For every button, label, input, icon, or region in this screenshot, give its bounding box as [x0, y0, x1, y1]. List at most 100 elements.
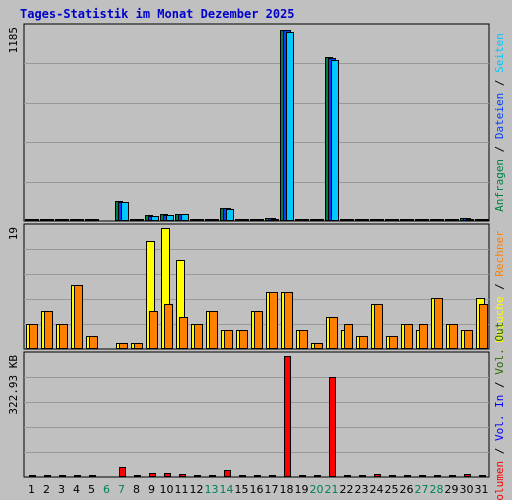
bar-seiten-day-16 — [256, 219, 264, 221]
bar-rechner-day-9 — [149, 311, 158, 349]
x-tick-label-day-22: 22 — [340, 483, 354, 496]
x-tick-label-day-2: 2 — [43, 483, 50, 496]
bar-seiten-day-25 — [391, 219, 399, 221]
bar-rechner-day-7 — [119, 343, 128, 349]
bar-rechner-day-25 — [389, 336, 398, 349]
x-tick-label-day-21: 21 — [325, 483, 339, 496]
x-tick-label-day-31: 31 — [475, 483, 489, 496]
bar-rechner-day-2 — [44, 311, 53, 349]
x-tick-label-day-29: 29 — [445, 483, 459, 496]
bar-rechner-day-20 — [314, 343, 323, 349]
panel-legend: Besuche / Rechner — [493, 230, 506, 343]
x-tick-label-day-30: 30 — [460, 483, 474, 496]
bar-volumen-day-10 — [164, 473, 171, 477]
bar-seiten-day-17 — [271, 219, 279, 221]
legend-separator: / — [493, 441, 506, 461]
bar-volumen-day-12 — [194, 475, 201, 477]
x-tick-label-day-26: 26 — [400, 483, 414, 496]
bar-seiten-day-12 — [196, 219, 204, 221]
bar-volumen-day-29 — [449, 475, 456, 477]
bar-seiten-day-18 — [286, 32, 294, 221]
bar-volumen-day-7 — [119, 467, 126, 477]
bar-volumen-day-14 — [224, 470, 231, 477]
bar-seiten-day-28 — [436, 219, 444, 221]
bar-volumen-day-24 — [374, 474, 381, 477]
panel-legend: Volumen / Vol. In / Vol. Out — [493, 322, 506, 500]
bar-seiten-day-7 — [121, 202, 129, 221]
legend-item: Volumen — [493, 461, 506, 500]
bar-volumen-day-20 — [314, 475, 321, 477]
bar-volumen-day-4 — [74, 475, 81, 477]
y-max-label: 1185 — [7, 27, 20, 54]
bar-seiten-day-4 — [76, 219, 84, 221]
bar-volumen-day-21 — [329, 377, 336, 477]
x-tick-label-day-15: 15 — [235, 483, 249, 496]
bar-rechner-day-13 — [209, 311, 218, 349]
x-tick-label-day-10: 10 — [160, 483, 174, 496]
bar-seiten-day-19 — [301, 219, 309, 221]
bar-volumen-day-25 — [389, 475, 396, 477]
x-tick-label-day-20: 20 — [310, 483, 324, 496]
bar-seiten-day-5 — [91, 219, 99, 221]
bar-volumen-day-5 — [89, 475, 96, 477]
x-tick-label-day-6: 6 — [103, 483, 110, 496]
x-tick-label-day-8: 8 — [133, 483, 140, 496]
bar-rechner-day-21 — [329, 317, 338, 349]
legend-item: Vol. Out — [493, 322, 506, 375]
y-max-label: 322.93 KB — [7, 355, 20, 415]
chart-title: Tages-Statistik im Monat Dezember 2025 — [20, 7, 295, 21]
bar-seiten-day-21 — [331, 60, 339, 221]
bar-seiten-day-9 — [151, 216, 159, 221]
bar-volumen-day-1 — [29, 475, 36, 477]
bar-rechner-day-10 — [164, 304, 173, 349]
x-tick-label-day-27: 27 — [415, 483, 429, 496]
legend-separator: / — [493, 73, 506, 93]
bar-rechner-day-18 — [284, 292, 293, 349]
bar-seiten-day-26 — [406, 219, 414, 221]
x-tick-label-day-24: 24 — [370, 483, 384, 496]
bar-volumen-day-22 — [344, 475, 351, 477]
bar-volumen-day-19 — [299, 475, 306, 477]
x-tick-label-day-19: 19 — [295, 483, 309, 496]
bar-rechner-day-8 — [134, 343, 143, 349]
legend-item: Dateien — [493, 93, 506, 139]
bar-volumen-day-11 — [179, 474, 186, 477]
bar-rechner-day-28 — [434, 298, 443, 349]
bar-volumen-day-2 — [44, 475, 51, 477]
panel-frame — [23, 23, 490, 222]
bar-seiten-day-27 — [421, 219, 429, 221]
bar-volumen-day-30 — [464, 474, 471, 477]
bar-rechner-day-26 — [404, 324, 413, 349]
bar-rechner-day-30 — [464, 330, 473, 349]
x-tick-label-day-11: 11 — [175, 483, 189, 496]
bar-rechner-day-15 — [239, 330, 248, 349]
panel-volume: 322.93 KB Volumen / Vol. In / Vol. Out — [7, 322, 506, 500]
legend-separator: / — [493, 139, 506, 159]
bar-seiten-day-3 — [61, 219, 69, 221]
legend-item: Seiten — [493, 33, 506, 73]
y-max-label: 19 — [7, 227, 20, 240]
x-tick-label-day-23: 23 — [355, 483, 369, 496]
bar-rechner-day-12 — [194, 324, 203, 349]
bar-rechner-day-14 — [224, 330, 233, 349]
panel-hits: 1185 Anfragen / Dateien / Seiten — [7, 23, 506, 222]
bar-rechner-day-17 — [269, 292, 278, 349]
bar-rechner-day-11 — [179, 317, 188, 349]
bar-volumen-day-17 — [269, 475, 276, 477]
x-tick-label-day-3: 3 — [58, 483, 65, 496]
bar-seiten-day-14 — [226, 209, 234, 221]
bar-rechner-day-31 — [479, 304, 488, 349]
legend-item: Besuche — [493, 296, 506, 342]
bar-rechner-day-22 — [344, 324, 353, 349]
bar-volumen-day-15 — [239, 475, 246, 477]
panel-frame — [23, 351, 490, 478]
bar-volumen-day-27 — [419, 475, 426, 477]
x-tick-label-day-12: 12 — [190, 483, 204, 496]
x-tick-label-day-17: 17 — [265, 483, 279, 496]
x-tick-label-day-28: 28 — [430, 483, 444, 496]
x-axis-day-labels: 1 2 3 4 5 6 7 8 9 10 11 12 13 14 15 16 17 18 19 20 21 22 23 24 2… — [28, 483, 489, 496]
bar-rechner-day-27 — [419, 324, 428, 349]
x-tick-label-day-18: 18 — [280, 483, 294, 496]
panel-visits: 19 Besuche / Rechner — [7, 223, 506, 350]
